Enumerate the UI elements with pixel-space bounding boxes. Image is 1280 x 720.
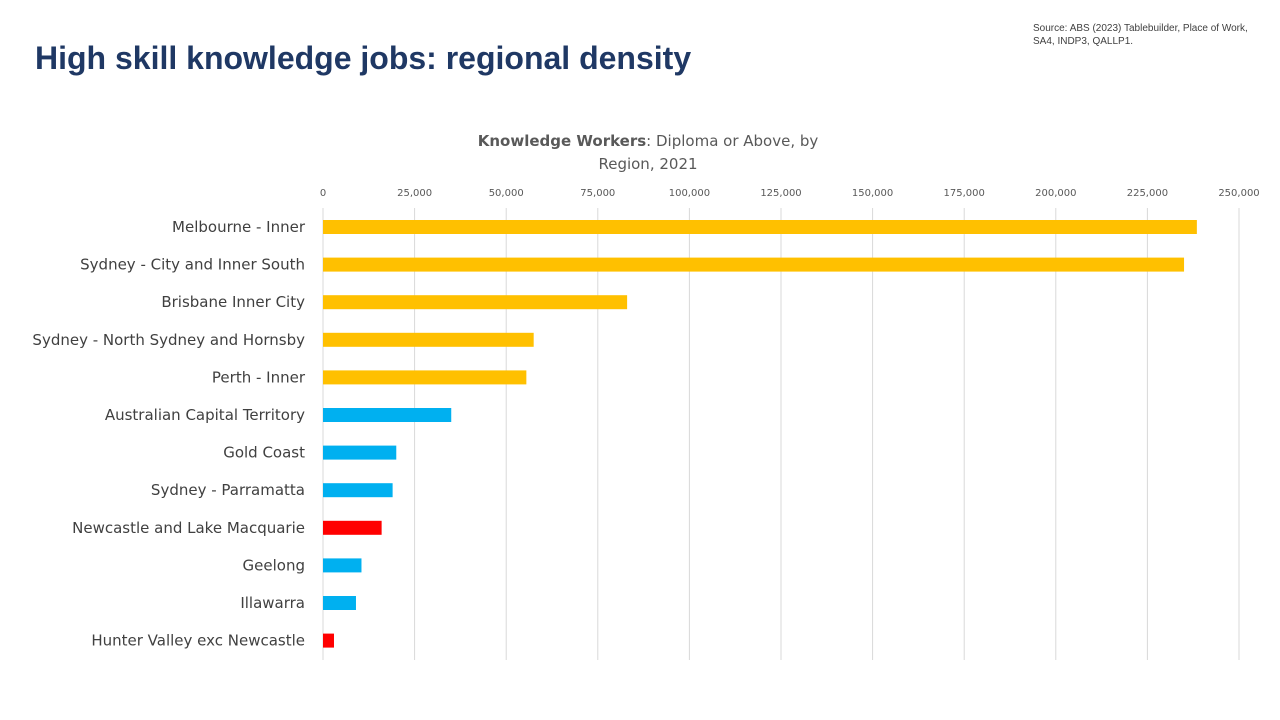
category-label: Australian Capital Territory <box>105 406 305 424</box>
source-note: Source: ABS (2023) Tablebuilder, Place o… <box>1033 23 1248 47</box>
bar <box>323 408 452 422</box>
category-label: Newcastle and Lake Macquarie <box>72 519 305 537</box>
x-axis-ticks: 0 25,000 50,000 75,000 100,000 125,000 150,000… <box>320 188 1260 199</box>
x-tick-label: 50,000 <box>489 188 524 199</box>
x-tick-label: 200,000 <box>1035 188 1076 199</box>
bars <box>323 220 1197 648</box>
bar <box>323 520 382 535</box>
bar <box>323 257 1185 272</box>
category-label: Sydney - City and Inner South <box>80 256 305 274</box>
x-tick-label: 150,000 <box>852 188 893 199</box>
bar <box>323 633 334 648</box>
x-tick-label: 25,000 <box>397 188 432 199</box>
category-label: Sydney - Parramatta <box>151 481 305 499</box>
category-label: Perth - Inner <box>212 368 306 386</box>
category-label: Melbourne - Inner <box>172 218 306 236</box>
category-label: Geelong <box>243 556 305 574</box>
slide-title: High skill knowledge jobs: regional dens… <box>35 40 692 76</box>
bar <box>323 332 534 347</box>
category-labels: Melbourne - Inner Sydney - City and Inner… <box>32 218 305 650</box>
x-tick-label: 225,000 <box>1127 188 1168 199</box>
x-tick-label: 100,000 <box>669 188 710 199</box>
category-label: Brisbane Inner City <box>161 293 305 311</box>
x-tick-label: 75,000 <box>580 188 615 199</box>
grid-lines <box>322 208 1240 660</box>
bar <box>323 596 356 610</box>
chart-title: Knowledge Workers: Diploma or Above, by … <box>448 130 848 176</box>
category-label: Illawarra <box>240 594 305 612</box>
bar <box>323 370 527 385</box>
category-label: Sydney - North Sydney and Hornsby <box>32 331 305 349</box>
bar <box>323 558 362 573</box>
chart-title-rest: : Diploma or Above, by Region, 2021 <box>598 132 819 173</box>
x-tick-label: 250,000 <box>1218 188 1259 199</box>
bar <box>323 483 393 498</box>
bar <box>323 295 628 310</box>
x-tick-label: 125,000 <box>760 188 801 199</box>
category-label: Gold Coast <box>223 444 305 462</box>
bar <box>323 445 397 460</box>
x-tick-label: 0 <box>320 188 326 199</box>
x-tick-label: 175,000 <box>944 188 985 199</box>
bar <box>323 220 1197 234</box>
chart-title-bold: Knowledge Workers <box>477 132 647 150</box>
category-label: Hunter Valley exc Newcastle <box>91 632 305 650</box>
